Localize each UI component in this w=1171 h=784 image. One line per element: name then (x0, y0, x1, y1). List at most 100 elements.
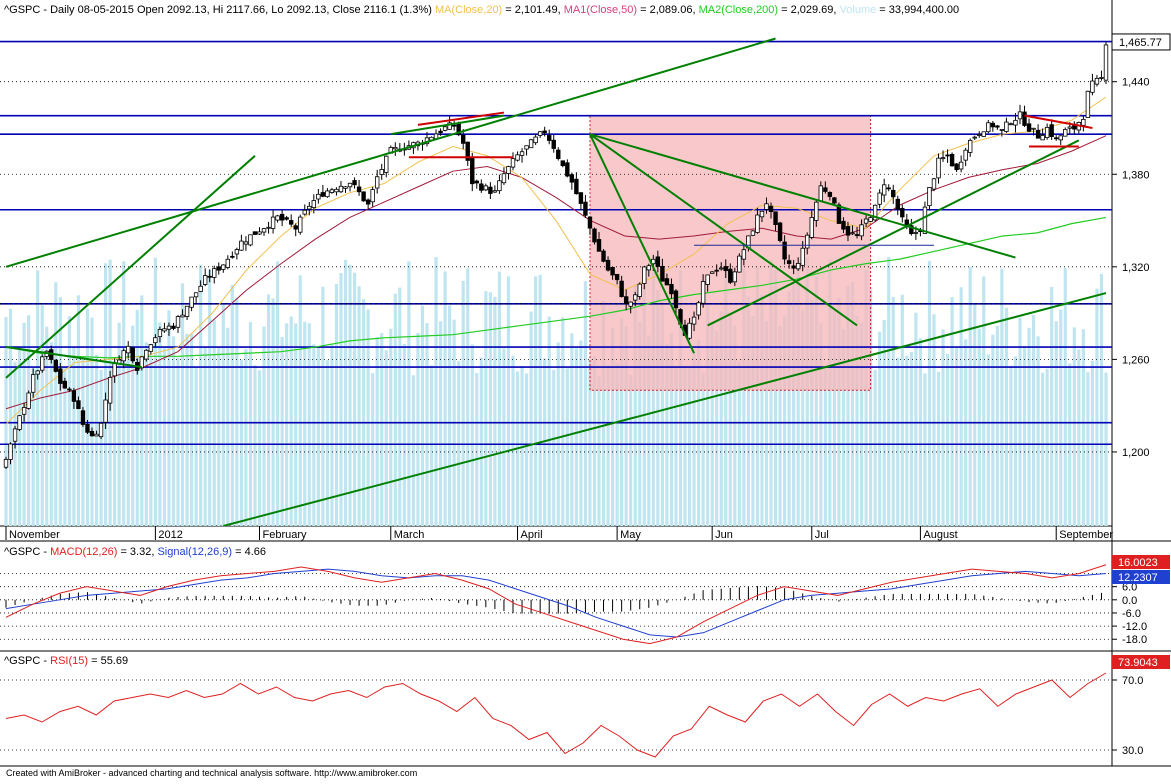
volume-bar (959, 287, 963, 526)
y-tick-label: 1,200 (1122, 447, 1150, 459)
trend-line (5, 37, 776, 268)
candle-body (836, 204, 842, 224)
macd-last-box (1112, 555, 1170, 569)
candle-body (1031, 127, 1036, 130)
candle-body (121, 350, 126, 362)
y-tick-label: 1,320 (1122, 262, 1150, 274)
ma200-line (5, 216, 1107, 359)
volume-bar (375, 337, 379, 526)
x-tick-label: 2012 (158, 529, 182, 541)
candle-body (329, 189, 335, 193)
volume-bar (352, 272, 357, 526)
volume-bar (932, 314, 936, 526)
volume-bar (796, 266, 800, 526)
trend-line (707, 139, 1080, 327)
candle-body (130, 347, 135, 362)
candle-body (266, 226, 271, 229)
candle-body (537, 131, 543, 136)
volume-bar (289, 316, 293, 526)
candle-body (506, 166, 511, 174)
volume-bar (805, 257, 809, 526)
candle-body (945, 154, 950, 157)
ma200-label: MA2(Close,200) (699, 4, 778, 16)
volume-bar (783, 316, 787, 526)
volume-bar (529, 311, 533, 526)
volume-bar (950, 297, 954, 526)
volume-bar (438, 321, 443, 526)
ma20-line (5, 96, 1107, 425)
candle-body (859, 224, 864, 237)
volume-bar (67, 316, 71, 526)
volume-bar (524, 373, 529, 526)
volume-bar (45, 326, 49, 526)
candle-body (1103, 44, 1109, 81)
volume-bar (552, 369, 556, 526)
candle-body (325, 190, 330, 198)
signal-label: Signal(12,26,9) (157, 546, 232, 558)
x-tick-label: March (394, 529, 425, 541)
candle-body (298, 216, 303, 233)
candle-body (755, 214, 760, 233)
volume-bar (502, 348, 506, 526)
volume-bar (710, 323, 714, 526)
volume-bar (235, 297, 239, 526)
volume-bar (411, 375, 416, 526)
candle-body (886, 187, 891, 190)
volume-bar (135, 309, 139, 526)
volume-bar (185, 333, 189, 526)
volume-bar (832, 309, 836, 526)
volume-bar (891, 296, 895, 526)
candle-body (913, 232, 919, 234)
volume-bar (941, 329, 945, 526)
candle-body (30, 374, 36, 393)
macd-y-tick-label: 6.0 (1122, 582, 1137, 594)
annotation-line (417, 111, 505, 126)
volume-bar (638, 321, 642, 526)
candle-body (451, 124, 457, 127)
trend-line (589, 133, 1016, 259)
candle-body (528, 139, 534, 149)
candle-body (895, 198, 900, 210)
volume-bar (850, 282, 855, 526)
volume-bar (1022, 345, 1027, 526)
candle-body (275, 215, 280, 221)
volume-bar (787, 291, 791, 526)
volume-bar (366, 309, 370, 526)
candle-body (696, 302, 701, 316)
volume-bar (58, 297, 62, 526)
volume-bar (248, 321, 253, 526)
candle-body (352, 180, 357, 186)
volume-bar (122, 261, 126, 526)
volume-bar (221, 303, 225, 526)
volume-bar (22, 322, 26, 526)
candle-body (221, 264, 226, 270)
trend-line (390, 114, 505, 136)
candle-body (587, 216, 593, 229)
candle-body (1090, 80, 1095, 93)
candle-body (316, 193, 321, 200)
volume-bar (1004, 307, 1009, 526)
volume-bar (887, 257, 891, 526)
candle-body (741, 249, 747, 260)
volume-bar (171, 336, 176, 526)
volume-bar (239, 359, 243, 526)
volume-bar (588, 359, 592, 526)
volume-bar (1027, 327, 1031, 526)
volume-bar (914, 312, 918, 526)
candle-body (637, 283, 642, 297)
candle-body (98, 422, 104, 438)
candle-body (891, 189, 896, 198)
footer-credit: Created with AmiBroker - advanced charti… (6, 768, 418, 778)
volume-bar (1054, 321, 1058, 526)
candle-body (184, 305, 190, 317)
volume-bar (624, 326, 628, 526)
volume-bar (547, 316, 551, 526)
candle-body (58, 368, 63, 384)
candle-body (569, 174, 575, 183)
candle-body (198, 285, 203, 292)
volume-bar (244, 349, 248, 526)
candle-body (1058, 135, 1063, 141)
candle-body (1035, 129, 1041, 139)
candle-body (488, 186, 493, 194)
candle-body (510, 158, 516, 168)
